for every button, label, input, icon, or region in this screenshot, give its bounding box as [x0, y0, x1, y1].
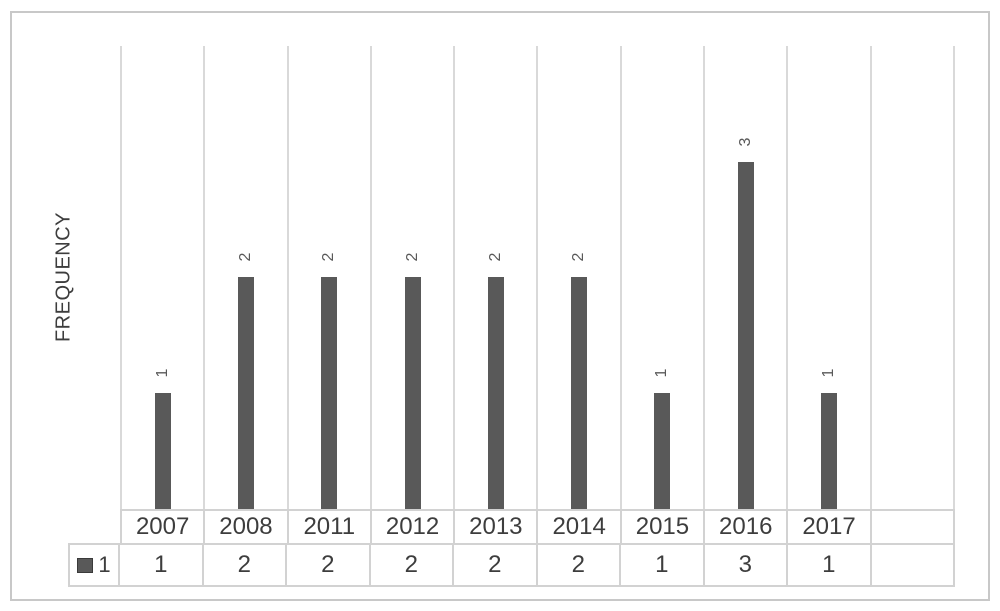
table-value-cell: 1: [621, 545, 705, 585]
x-axis-label: 2007: [122, 511, 206, 543]
legend-series-label: 1: [98, 552, 111, 577]
plot-column: 2: [372, 46, 456, 509]
bar-data-label: 2: [570, 252, 588, 262]
plot-column: 1: [788, 46, 872, 509]
table-value-cell-empty: [872, 545, 955, 585]
bar: [487, 277, 504, 509]
bar: [654, 393, 671, 509]
bar-data-label: 2: [486, 252, 504, 262]
plot-column: 1: [622, 46, 706, 509]
x-axis-label: 2016: [705, 511, 789, 543]
plot-column-empty: [872, 46, 955, 509]
bar-data-label: 2: [403, 252, 421, 262]
plot-area: 1 2 2 2 2 2 1 3 1: [120, 46, 955, 509]
bar-data-label: 2: [320, 252, 338, 262]
x-axis-label: 2014: [538, 511, 622, 543]
bar-data-label: 2: [236, 252, 254, 262]
table-value-cell: 2: [538, 545, 621, 585]
table-value-cell: 2: [454, 545, 538, 585]
bar: [571, 277, 588, 509]
bar: [737, 162, 754, 509]
table-value-cell: 1: [788, 545, 872, 585]
bar: [404, 277, 421, 509]
bar: [321, 277, 338, 509]
table-value-cell: 2: [204, 545, 287, 585]
plot-column: 1: [122, 46, 206, 509]
table-value-cell: 1: [120, 545, 204, 585]
legend-cell: 1: [70, 545, 120, 585]
y-axis-title: FREQUENCY: [52, 211, 75, 343]
x-axis-label: 2017: [788, 511, 872, 543]
table-value-cell: 3: [705, 545, 788, 585]
plot-column: 2: [538, 46, 622, 509]
x-axis-label: 2012: [372, 511, 456, 543]
table-value-cell: 2: [287, 545, 371, 585]
plot-column: 2: [289, 46, 372, 509]
x-axis-label-row: 2007 2008 2011 2012 2013 2014 2015 2016 2017: [120, 509, 955, 543]
x-axis-label-empty: [872, 511, 955, 543]
table-value-cell: 2: [371, 545, 454, 585]
x-axis-label: 2008: [205, 511, 289, 543]
bar-data-label: 1: [653, 368, 671, 378]
bar-data-label: 3: [736, 137, 754, 147]
x-axis-label: 2015: [622, 511, 706, 543]
x-axis-label: 2013: [455, 511, 539, 543]
bar: [821, 393, 838, 509]
x-axis-label: 2011: [289, 511, 372, 543]
bar-data-label: 1: [820, 368, 838, 378]
plot-column: 2: [205, 46, 289, 509]
plot-column: 3: [705, 46, 789, 509]
bar-data-label: 1: [153, 368, 171, 378]
bar: [154, 393, 171, 509]
plot-column: 2: [455, 46, 539, 509]
legend-swatch-icon: [77, 557, 94, 573]
bar: [237, 277, 254, 509]
